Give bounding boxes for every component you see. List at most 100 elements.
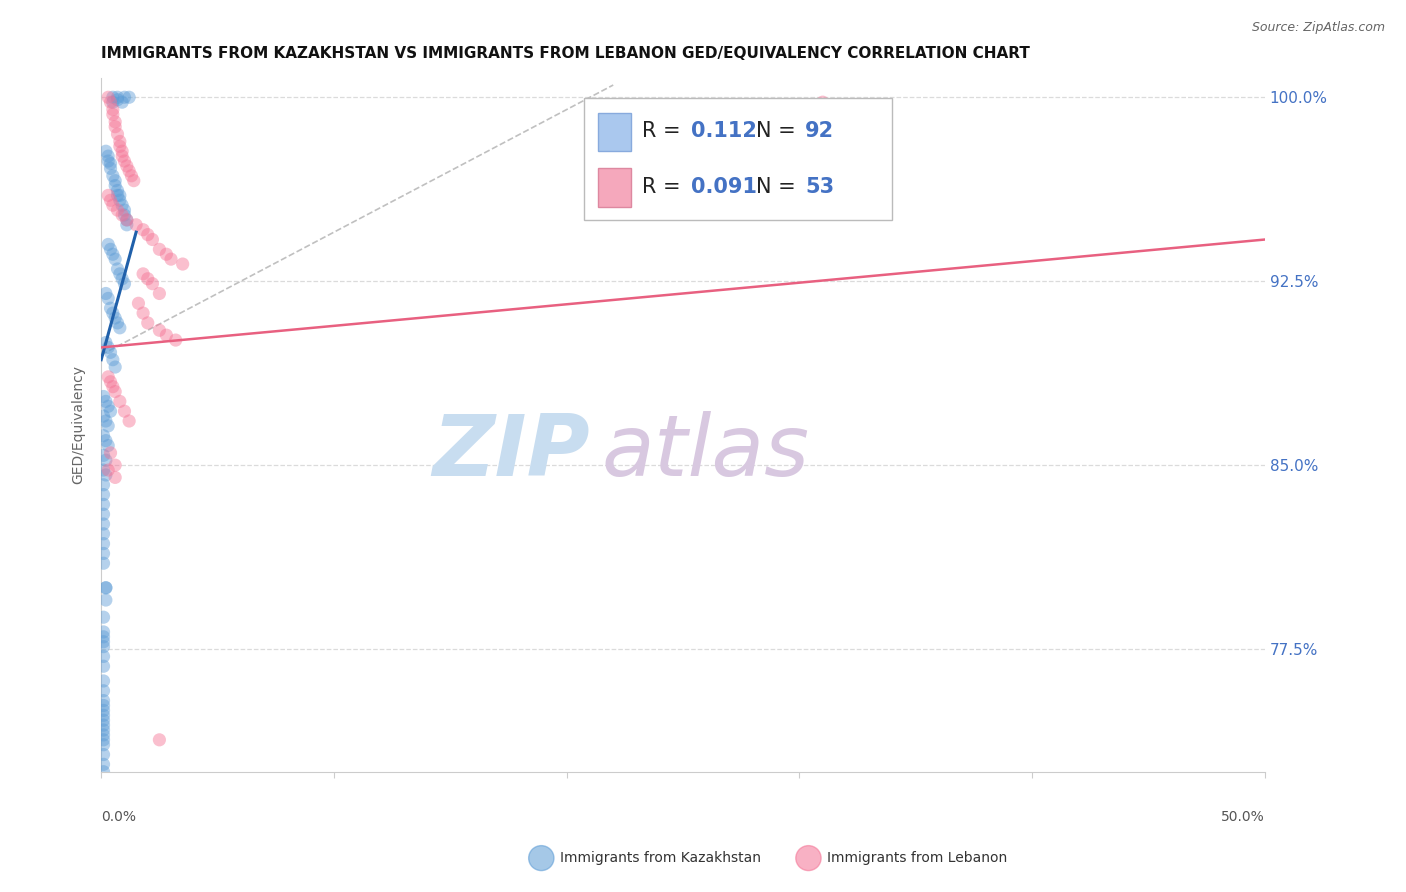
Point: [114, 277, 136, 291]
Text: N =: N =: [756, 121, 803, 141]
Point: [114, 90, 136, 104]
Text: R =: R =: [643, 178, 688, 197]
Text: R =: R =: [643, 121, 688, 141]
Point: [101, 90, 124, 104]
Point: [148, 286, 170, 301]
Point: [97, 292, 120, 306]
Point: [93, 546, 115, 560]
Point: [111, 272, 134, 286]
Point: [127, 296, 149, 310]
Point: [93, 389, 115, 403]
Point: [111, 208, 134, 222]
Point: [107, 90, 129, 104]
Point: [115, 159, 138, 173]
Point: [93, 640, 115, 654]
Point: [114, 208, 136, 222]
Point: [97, 418, 120, 433]
Point: [101, 352, 124, 367]
Point: [101, 107, 124, 121]
Point: [93, 448, 115, 462]
Point: [94, 581, 117, 595]
Point: [94, 394, 117, 409]
Point: [100, 446, 122, 460]
Point: [94, 335, 117, 350]
Point: [97, 149, 120, 163]
Point: [93, 634, 115, 648]
Point: [93, 610, 115, 624]
Point: [93, 477, 115, 491]
Point: [111, 149, 134, 163]
Point: [114, 404, 136, 418]
Bar: [598, 112, 631, 151]
Point: [132, 223, 155, 237]
Point: [136, 316, 159, 330]
Point: [93, 732, 115, 747]
Point: [115, 213, 138, 227]
Point: [111, 198, 134, 212]
Point: [108, 139, 131, 153]
Point: [118, 414, 141, 428]
Bar: [598, 169, 631, 207]
Point: [136, 272, 159, 286]
Point: [97, 463, 120, 477]
Point: [104, 174, 127, 188]
Point: [132, 306, 155, 320]
Text: 53: 53: [806, 178, 834, 197]
Point: [94, 593, 117, 607]
Point: [100, 156, 122, 170]
Point: [100, 194, 122, 208]
Point: [93, 703, 115, 717]
Point: [93, 463, 115, 477]
Point: [94, 434, 117, 448]
Point: [108, 394, 131, 409]
Point: [100, 345, 122, 359]
Point: [93, 497, 115, 511]
Point: [93, 516, 115, 531]
Point: [94, 414, 117, 428]
Point: [93, 649, 115, 664]
Point: [97, 369, 120, 384]
Text: Immigrants from Lebanon: Immigrants from Lebanon: [827, 851, 1007, 865]
Point: [97, 188, 120, 202]
Point: [104, 458, 127, 472]
Point: [141, 233, 163, 247]
Point: [107, 93, 129, 107]
Point: [107, 188, 129, 202]
FancyBboxPatch shape: [583, 98, 893, 220]
Point: [122, 174, 145, 188]
Point: [172, 257, 194, 271]
Point: [101, 379, 124, 393]
Point: [94, 453, 117, 467]
Point: [118, 90, 141, 104]
Point: [107, 316, 129, 330]
Point: [93, 708, 115, 723]
Text: Source: ZipAtlas.com: Source: ZipAtlas.com: [1251, 21, 1385, 35]
Point: [93, 698, 115, 713]
Point: [94, 467, 117, 482]
Point: [160, 252, 183, 267]
Point: [100, 404, 122, 418]
Point: [104, 252, 127, 267]
Point: [101, 103, 124, 117]
Point: [93, 683, 115, 698]
Point: [93, 428, 115, 442]
Text: 0.112: 0.112: [692, 121, 756, 141]
Point: [93, 738, 115, 752]
Point: [115, 213, 138, 227]
Point: [101, 95, 124, 110]
Text: atlas: atlas: [602, 411, 810, 494]
Point: [118, 164, 141, 178]
Point: [125, 218, 148, 232]
Point: [93, 693, 115, 707]
Point: [132, 267, 155, 281]
Point: [104, 120, 127, 134]
Point: [114, 154, 136, 169]
Point: [97, 399, 120, 413]
Point: [811, 95, 834, 110]
Point: [107, 203, 129, 218]
Point: [107, 184, 129, 198]
Point: [108, 267, 131, 281]
Point: [97, 90, 120, 104]
Text: Immigrants from Kazakhstan: Immigrants from Kazakhstan: [560, 851, 761, 865]
Point: [114, 203, 136, 218]
